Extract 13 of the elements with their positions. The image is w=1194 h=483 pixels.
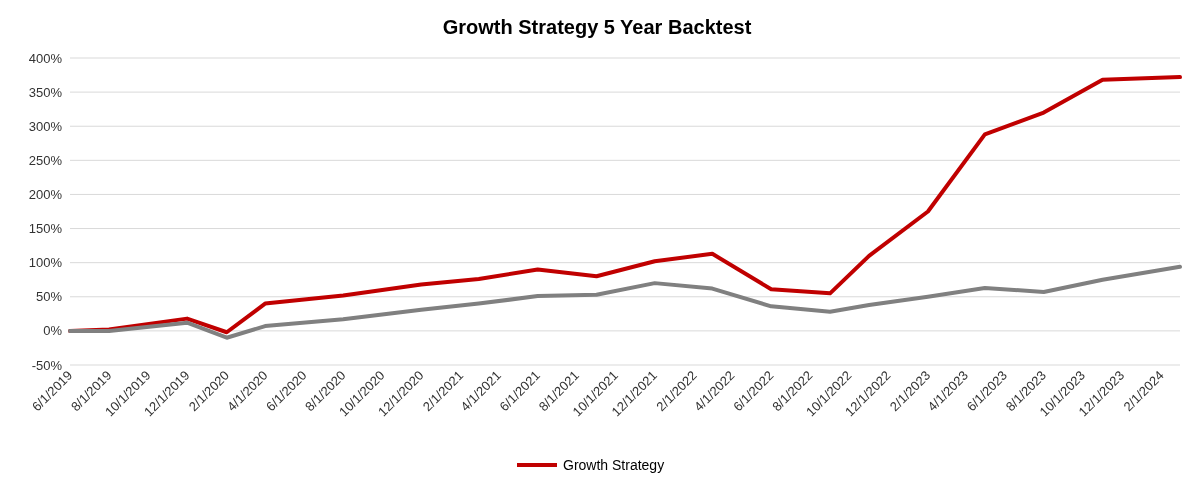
- y-tick-label: -50%: [31, 357, 63, 373]
- y-tick-label: 0%: [43, 323, 63, 339]
- line-series: [68, 264, 1182, 340]
- y-tick-label: 150%: [28, 221, 63, 237]
- y-tick-label: 350%: [28, 84, 63, 100]
- y-tick-label: 300%: [28, 118, 63, 134]
- y-tick-label: 100%: [28, 255, 63, 271]
- y-tick-label: 50%: [35, 289, 63, 305]
- y-tick-label: 200%: [28, 186, 63, 202]
- y-tick-label: 400%: [28, 50, 63, 66]
- legend-label: Growth Strategy: [563, 456, 665, 473]
- y-tick-label: 250%: [28, 152, 63, 168]
- chart-title: Growth Strategy 5 Year Backtest: [442, 16, 752, 38]
